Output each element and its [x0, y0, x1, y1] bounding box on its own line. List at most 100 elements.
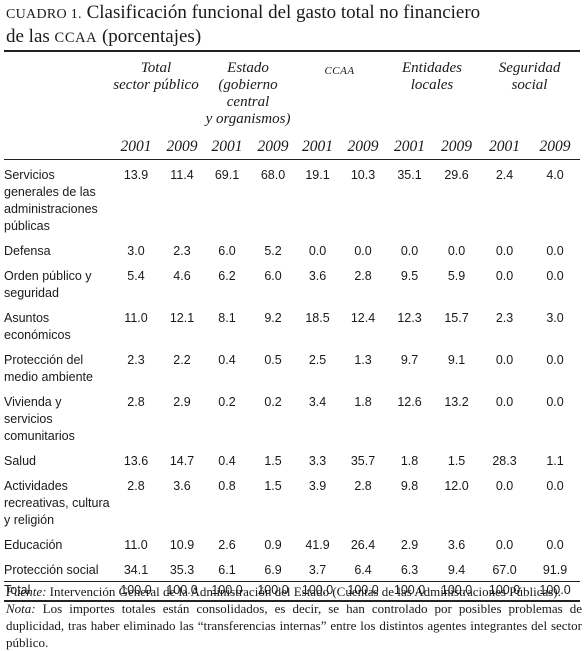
cell-value: 9.8 [400, 479, 419, 493]
header-estado: Estado (gobierno central y organismos) [205, 60, 291, 127]
title-text-1: Clasificación funcional del gasto total … [86, 2, 481, 23]
row-label-line: administraciones [4, 202, 98, 216]
source-text: Intervención General de la Administració… [49, 584, 561, 599]
cell-value: 2.8 [127, 479, 145, 493]
cell-value: 3.6 [447, 538, 466, 552]
cell-value: 35.3 [169, 563, 195, 577]
cell-value: 0.0 [495, 353, 514, 367]
cell-value: 35.7 [350, 454, 376, 468]
cell-value: 2.4 [495, 168, 514, 182]
cell-value: 0.0 [495, 244, 514, 258]
row-label-line: Educación [4, 538, 63, 552]
cell-value: 11.0 [124, 311, 148, 325]
cell-value: 10.9 [169, 538, 195, 552]
row-label-line: Vivienda y servicios [4, 395, 62, 426]
cell-value: 12.3 [397, 311, 422, 325]
cell-value: 9.1 [447, 353, 466, 367]
cell-value: 1.1 [546, 454, 564, 468]
cell-value: 6.1 [218, 563, 236, 577]
cell-value: 68.0 [260, 168, 286, 182]
cell-value: 0.0 [495, 538, 514, 552]
row-label-line: Defensa [4, 244, 51, 258]
year-header: 2001 [479, 134, 531, 160]
cell-value: 2.9 [173, 395, 191, 409]
cell-value: 9.5 [400, 269, 419, 283]
cell-value: 0.0 [447, 244, 466, 258]
cell-value: 5.2 [264, 244, 282, 258]
title-text-3: (porcentajes) [101, 26, 202, 47]
cell-value: 12.4 [350, 311, 376, 325]
table-row: Protección social 34.1 35.3 6.1 6.9 3.7 6.4 6.3… [4, 562, 580, 582]
header-entidades: Entidades locales [402, 60, 463, 93]
source-note: Fuente: Intervención General de la Admin… [6, 583, 582, 600]
row-label-line: Protección del [4, 353, 84, 367]
cell-value: 3.3 [308, 454, 327, 468]
cell-value: 0.2 [264, 395, 282, 409]
year-header: 2009 [162, 134, 202, 160]
cell-value: 1.5 [447, 454, 466, 468]
cell-value: 0.4 [218, 353, 236, 367]
cell-value: 6.4 [354, 563, 372, 577]
total-value: 100.0 [294, 581, 342, 602]
cell-value: 0.0 [546, 538, 564, 552]
cell-value: 3.7 [308, 563, 327, 577]
header-total: Total sector público [113, 60, 199, 93]
table-row: Protección del medio ambiente 2.3 2.2 0.4 0.5… [4, 352, 580, 394]
group-header-row: Total sector público Estado (gobierno cent… [4, 51, 581, 134]
year-header: 2001 [202, 134, 252, 160]
cell-value: 0.0 [308, 244, 327, 258]
caption-label: CUADRO 1. [6, 7, 82, 22]
cell-value: 5.4 [127, 269, 145, 283]
row-label-line: comunitarios [4, 429, 75, 443]
year-header: 2001 [385, 134, 435, 160]
cell-value: 13.2 [444, 395, 469, 409]
cell-value: 41.9 [305, 538, 330, 552]
cell-value: 1.5 [264, 479, 282, 493]
cell-value: 3.0 [127, 244, 145, 258]
cell-value: 0.9 [264, 538, 282, 552]
cell-value: 6.0 [264, 269, 282, 283]
table-row: Salud 13.6 14.7 0.4 1.5 3.3 35.7 1.8 1.5 28.3 1.1 [4, 453, 580, 478]
cell-value: 2.8 [127, 395, 145, 409]
cell-value: 3.4 [308, 395, 327, 409]
cell-value: 26.4 [350, 538, 376, 552]
cell-value: 1.5 [264, 454, 282, 468]
cell-value: 6.2 [218, 269, 236, 283]
row-label: Educación [4, 537, 110, 562]
cell-value: 13.6 [123, 454, 149, 468]
expenditure-table: Total sector público Estado (gobierno cent… [4, 50, 581, 602]
row-label-line: Asuntos [4, 311, 50, 325]
cell-value: 2.9 [400, 538, 419, 552]
total-value: 100.0 [110, 581, 162, 602]
cell-value: 2.8 [354, 269, 372, 283]
note: Nota: Los importes totales están consoli… [6, 600, 582, 651]
row-label-line: económicos [4, 328, 71, 342]
table-row: Asuntos económicos 11.0 12.1 8.1 9.2 18.5 12.4 1… [4, 310, 580, 352]
cell-value: 0.0 [495, 395, 514, 409]
row-label-line: generales de las [4, 185, 96, 199]
cell-value: 0.0 [495, 269, 514, 283]
year-header-row: 2001 2009 2001 2009 2001 2009 2001 2009 … [4, 134, 581, 160]
cell-value: 2.3 [173, 244, 191, 258]
cell-value: 0.0 [495, 479, 514, 493]
row-label-line: públicas [4, 219, 50, 233]
row-label-line: Protección social [4, 563, 99, 577]
total-value: 100.0 [479, 581, 531, 602]
cell-value: 2.3 [495, 311, 514, 325]
row-label: Actividades recreativas, cultura y religió… [4, 478, 110, 537]
cell-value: 6.9 [264, 563, 282, 577]
table-row: Defensa 3.0 2.3 6.0 5.2 0.0 0.0 0.0 0.0 0.0 0.0 [4, 243, 580, 268]
year-header: 2009 [341, 134, 386, 160]
row-label-line: recreativas, cultura [4, 496, 110, 510]
cell-value: 11.0 [124, 538, 148, 552]
total-row: Total 100.0 100.0 100.0 100.0 100.0 100.0 100.0… [4, 581, 581, 602]
table-row: Servicios generales de las administracione… [4, 160, 580, 244]
row-label-line: seguridad [4, 286, 59, 300]
cell-value: 1.8 [354, 395, 372, 409]
cell-value: 13.9 [123, 168, 149, 182]
row-label-line: y religión [4, 513, 55, 527]
cell-value: 0.4 [218, 454, 236, 468]
cell-value: 0.0 [546, 353, 564, 367]
table-title: CUADRO 1. Clasificación funcional del ga… [6, 2, 580, 49]
table-row: Vivienda y servicios comunitarios 2.8 2.9 0.… [4, 394, 580, 453]
